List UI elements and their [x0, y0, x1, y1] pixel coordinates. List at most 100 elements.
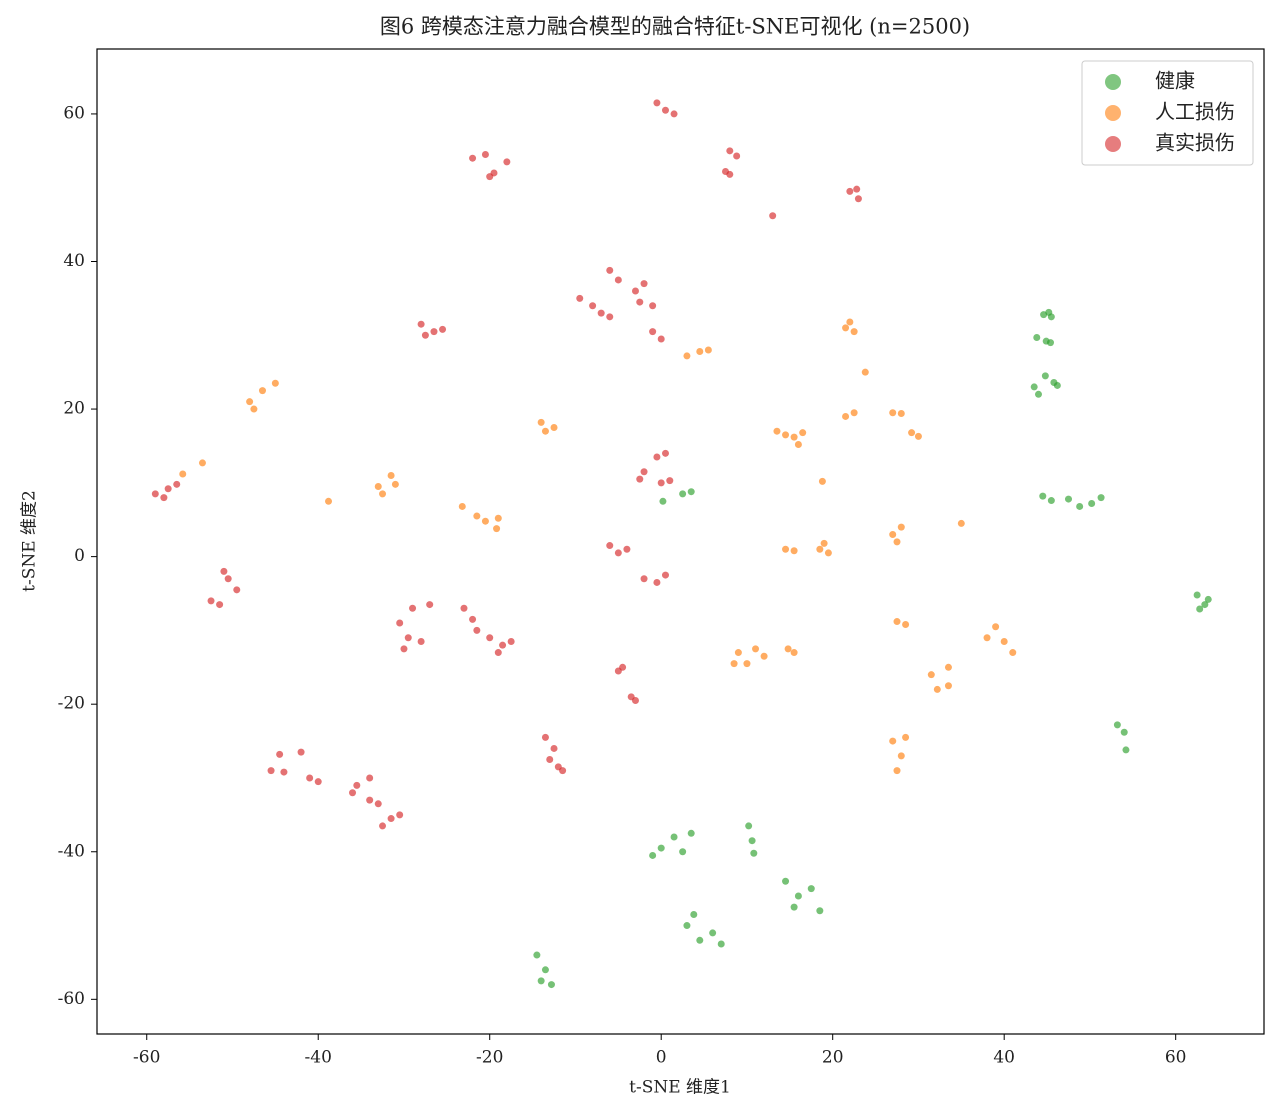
- point: [297, 748, 305, 756]
- point: [816, 545, 824, 553]
- point: [690, 910, 698, 918]
- y-axis-label: t-SNE 维度2: [20, 490, 40, 592]
- y-tick-label: -20: [58, 694, 85, 714]
- point: [893, 538, 901, 546]
- point: [499, 641, 507, 649]
- point: [782, 877, 790, 885]
- point: [897, 752, 905, 760]
- point: [276, 750, 284, 758]
- point: [503, 158, 511, 166]
- y-tick-label: -40: [58, 841, 85, 861]
- point: [198, 459, 206, 467]
- point: [657, 479, 665, 487]
- point: [220, 567, 228, 575]
- point: [854, 195, 862, 203]
- x-tick-label: -20: [476, 1048, 503, 1068]
- point: [760, 652, 768, 660]
- point: [717, 940, 725, 948]
- legend-marker: [1105, 136, 1121, 152]
- x-tick-label: 40: [993, 1048, 1015, 1068]
- point: [636, 298, 644, 306]
- point: [547, 981, 555, 989]
- chart-title: 图6 跨模态注意力融合模型的融合特征t-SNE可视化 (n=2500): [380, 15, 970, 39]
- point: [687, 488, 695, 496]
- point: [636, 475, 644, 483]
- point: [404, 634, 412, 642]
- x-tick-label: 0: [656, 1048, 667, 1068]
- point: [696, 348, 704, 356]
- point: [846, 187, 854, 195]
- point: [1039, 492, 1047, 500]
- x-axis-label: t-SNE 维度1: [629, 1078, 731, 1098]
- point: [679, 848, 687, 856]
- point: [850, 328, 858, 336]
- point: [1046, 339, 1054, 347]
- legend-box: [1081, 60, 1254, 166]
- point: [794, 892, 802, 900]
- point: [850, 409, 858, 417]
- point: [914, 432, 922, 440]
- point: [897, 523, 905, 531]
- point: [649, 302, 657, 310]
- point: [696, 936, 704, 944]
- point: [250, 405, 258, 413]
- point: [790, 547, 798, 555]
- point: [1040, 311, 1048, 319]
- point: [1196, 605, 1204, 613]
- point: [533, 951, 541, 959]
- point: [160, 494, 168, 502]
- point: [1122, 746, 1130, 754]
- point: [458, 502, 466, 510]
- point: [1000, 637, 1008, 645]
- point: [683, 352, 691, 360]
- point: [640, 468, 648, 476]
- point: [889, 530, 897, 538]
- point: [541, 733, 549, 741]
- point: [897, 409, 905, 417]
- point: [752, 645, 760, 653]
- point: [374, 483, 382, 491]
- point: [606, 313, 614, 321]
- point: [750, 849, 758, 857]
- point: [649, 851, 657, 859]
- point: [481, 151, 489, 159]
- point: [657, 335, 665, 343]
- point: [541, 427, 549, 435]
- point: [494, 514, 502, 522]
- point: [537, 418, 545, 426]
- point: [666, 477, 674, 485]
- point: [216, 601, 224, 609]
- point: [353, 781, 361, 789]
- point: [927, 671, 935, 679]
- point: [790, 903, 798, 911]
- point: [426, 601, 434, 609]
- point: [842, 324, 850, 332]
- point: [1033, 333, 1041, 341]
- point: [1047, 497, 1055, 505]
- x-tick-label: -40: [305, 1048, 332, 1068]
- point: [473, 512, 481, 520]
- point: [379, 822, 387, 830]
- point: [314, 778, 322, 786]
- point: [889, 737, 897, 745]
- point: [846, 318, 854, 326]
- legend-label: 人工损伤: [1155, 100, 1235, 124]
- point: [649, 328, 657, 336]
- legend-marker: [1105, 74, 1121, 90]
- point: [267, 767, 275, 775]
- point: [748, 837, 756, 845]
- point: [799, 429, 807, 437]
- point: [233, 586, 241, 594]
- point: [769, 212, 777, 220]
- point: [1064, 495, 1072, 503]
- point: [391, 480, 399, 488]
- point: [366, 774, 374, 782]
- point: [541, 966, 549, 974]
- point: [824, 549, 832, 557]
- point: [889, 409, 897, 417]
- point: [1120, 728, 1128, 736]
- point: [790, 649, 798, 657]
- point: [730, 660, 738, 668]
- point: [709, 929, 717, 937]
- point: [614, 549, 622, 557]
